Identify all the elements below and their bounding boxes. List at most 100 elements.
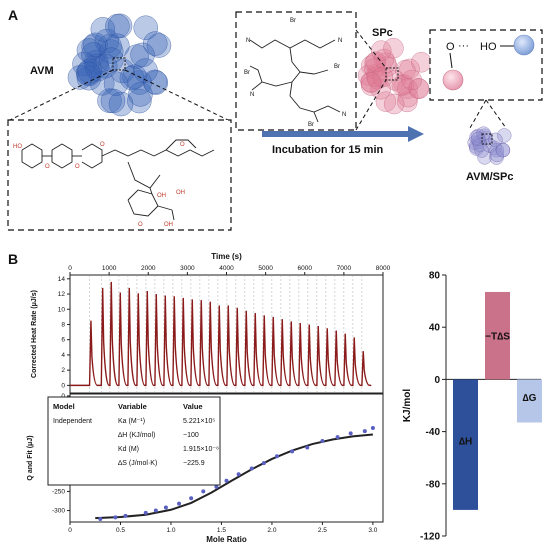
spc-particle <box>373 48 395 70</box>
y-tick-label: 12 <box>58 291 66 298</box>
table-model-value: Independent <box>53 418 92 425</box>
avm-structure-box <box>7 119 232 231</box>
svg-text:N: N <box>338 38 342 44</box>
bar-label: −T∆S <box>485 332 510 343</box>
hbond-bond-1 <box>449 52 453 69</box>
svg-text:N: N <box>246 38 250 44</box>
complex-particle <box>495 142 510 158</box>
bar-label: ∆H <box>459 437 472 448</box>
avm-particle <box>130 42 155 68</box>
table-value: −225.9 <box>183 460 205 467</box>
x-tick-label: 5000 <box>258 265 273 272</box>
incubation-label: Incubation for 15 min <box>272 144 384 156</box>
avm-sphere <box>67 13 172 117</box>
complex-particle <box>497 128 512 143</box>
svg-text:OH: OH <box>176 190 185 196</box>
complex-sphere <box>467 126 512 165</box>
x-tick-label: 3000 <box>180 265 195 272</box>
x-tick-label: 7000 <box>337 265 352 272</box>
svg-text:O: O <box>75 164 80 170</box>
x-tick-label: 2.0 <box>267 527 276 534</box>
x-tick-label: 0 <box>68 265 72 272</box>
heat-rate-ylabel: Corrected Heat Rate (μJ/s) <box>31 290 38 378</box>
y-tick-label: 8 <box>61 321 65 328</box>
avm-label: AVM <box>30 65 54 77</box>
x-tick-label: 6000 <box>298 265 313 272</box>
spc-heteroatoms: Br Br Br Br N N N N <box>244 18 346 128</box>
complex-zoom-line-right <box>485 99 507 129</box>
svg-text:Br: Br <box>290 18 296 24</box>
x-tick-label: 2000 <box>141 265 156 272</box>
hbond-dots: ··· <box>458 40 469 52</box>
spc-particle <box>396 91 418 113</box>
svg-text:Br: Br <box>244 70 250 76</box>
data-point <box>123 513 128 518</box>
spc-zoom-line-top <box>355 29 387 69</box>
complex-particle <box>470 131 486 147</box>
data-point <box>249 466 254 471</box>
table-variable: Ka (M⁻¹) <box>118 418 145 425</box>
avm-bead-icon <box>513 34 535 56</box>
avm-particle <box>77 58 102 84</box>
spc-molecule <box>249 39 341 123</box>
avm-particle <box>146 33 172 58</box>
zoom-line-right <box>124 69 229 121</box>
avm-particle <box>103 71 129 96</box>
table-header: Model <box>53 402 75 411</box>
spc-zoom-line-bottom <box>355 79 387 131</box>
avm-molecule <box>21 139 215 221</box>
x-tick-label: 8000 <box>376 265 391 272</box>
complex-zoom-line-left <box>469 99 487 129</box>
data-point <box>214 484 219 489</box>
hbond-ho: HO <box>480 41 497 53</box>
spc-label: SPc <box>372 27 393 39</box>
complex-label: AVM/SPc <box>466 171 513 183</box>
data-point <box>224 478 229 483</box>
heat-rate-title: Time (s) <box>211 252 242 261</box>
avm-particle <box>133 15 159 40</box>
y-tick-label: -120 <box>420 532 440 543</box>
avm-particle <box>119 65 145 91</box>
table-variable: ∆S (J/mol·K) <box>118 460 157 467</box>
avm-heteroatoms: HO O O O OH OH O O OH <box>13 142 185 228</box>
spc-structure-box <box>235 11 357 131</box>
data-point <box>362 429 367 434</box>
x-tick-label: 0.5 <box>116 527 125 534</box>
svg-text:N: N <box>250 92 254 98</box>
data-point <box>189 496 194 501</box>
thermodynamic-bar-chart: 80 40 0 -40 -80 -120 KJ/mol ∆H −T∆S ∆G <box>402 271 542 543</box>
hbond-o: O <box>446 41 455 53</box>
avm-zoom-box <box>112 57 126 71</box>
panel-a-label: A <box>8 7 18 23</box>
avm-particle <box>143 70 169 95</box>
spc-particle <box>383 93 405 115</box>
avm-particle <box>105 13 130 39</box>
data-point <box>177 501 182 506</box>
table-header: Value <box>183 402 203 411</box>
zoom-line-left <box>9 69 114 121</box>
svg-text:O: O <box>45 164 50 170</box>
svg-text:OH: OH <box>164 222 173 228</box>
avm-particle <box>127 88 152 114</box>
spc-bead-icon <box>442 69 464 91</box>
avm-particle <box>76 38 102 63</box>
x-tick-label: 1.0 <box>166 527 175 534</box>
y-tick-label: 14 <box>58 276 66 283</box>
y-tick-label: 80 <box>429 271 441 282</box>
table-variable: ∆H (KJ/mol) <box>118 432 155 439</box>
y-tick-label: 6 <box>61 337 65 344</box>
svg-text:N: N <box>342 112 346 118</box>
spc-particle <box>408 77 429 99</box>
x-tick-label: 0 <box>68 527 72 534</box>
y-tick-label: 0 <box>434 375 440 386</box>
complex-particle <box>469 130 484 145</box>
bar-0 <box>453 379 478 510</box>
svg-text:Br: Br <box>334 64 340 70</box>
table-value: 5.221×10⁵ <box>183 418 215 425</box>
panel-b-label: B <box>8 251 18 267</box>
spc-particle <box>370 40 392 61</box>
data-point <box>290 449 295 454</box>
data-point <box>274 454 279 459</box>
x-tick-label: 1.5 <box>217 527 226 534</box>
